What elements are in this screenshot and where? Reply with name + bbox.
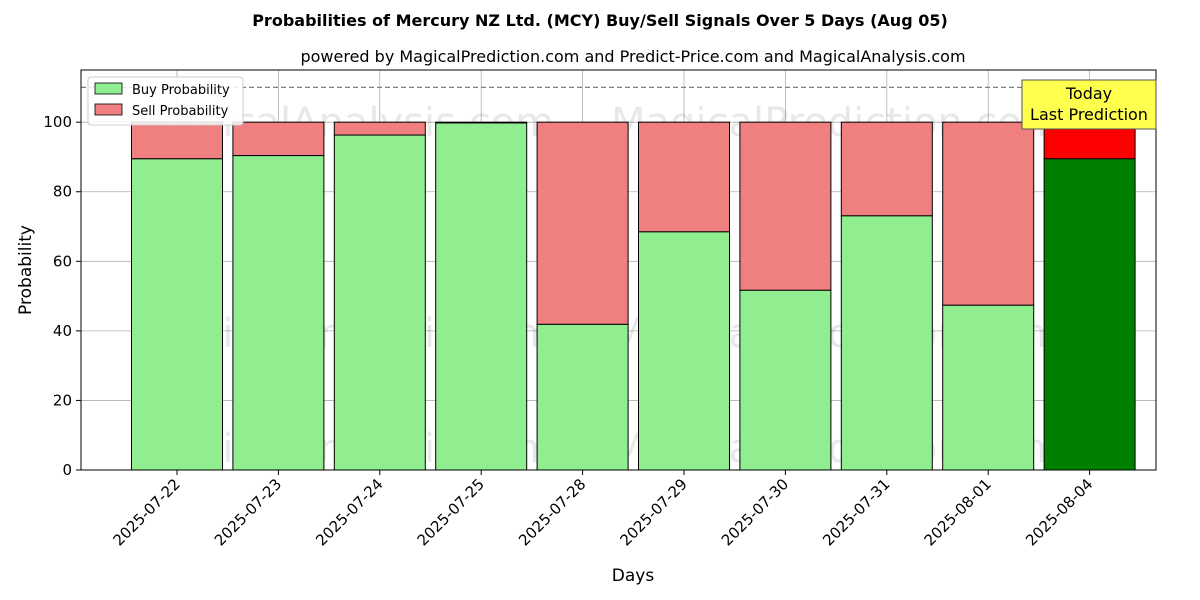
bar-buy	[739, 289, 832, 471]
bar-sell	[333, 121, 426, 136]
bar-buy	[638, 231, 730, 471]
bar-buy	[942, 304, 1035, 471]
bar-buy	[536, 323, 629, 471]
x-tick-label: 2025-07-25	[414, 475, 488, 549]
bars	[131, 121, 1136, 471]
y-tick-label: 20	[53, 391, 72, 409]
bar-sell	[739, 121, 832, 291]
bar-sell	[232, 121, 325, 157]
annotation-line2: Last Prediction	[1030, 105, 1148, 124]
bar-sell	[840, 121, 933, 217]
chart-title: Probabilities of Mercury NZ Ltd. (MCY) B…	[252, 11, 948, 30]
bar-buy	[435, 122, 528, 471]
y-axis-label: Probability	[16, 225, 36, 315]
legend: Buy Probability Sell Probability	[87, 76, 244, 126]
chart-subtitle: powered by MagicalPrediction.com and Pre…	[300, 47, 965, 66]
plot-frame	[80, 69, 1157, 471]
y-tick-label: 80	[53, 183, 72, 201]
bar-sell	[435, 121, 528, 124]
x-tick-label: 2025-08-01	[921, 475, 995, 549]
x-tick-label: 2025-07-30	[718, 475, 792, 549]
legend-swatch-sell	[94, 103, 123, 116]
x-tick-label: 2025-07-28	[515, 475, 589, 549]
bar-buy	[131, 158, 223, 471]
x-axis-label: Days	[612, 566, 655, 586]
bar-buy	[840, 215, 933, 471]
y-tick-label: 60	[53, 252, 72, 270]
x-tick-label: 2025-07-22	[109, 475, 183, 549]
legend-label-buy: Buy Probability	[132, 83, 230, 98]
y-axis: 0 20 40 60 80 100	[43, 113, 81, 479]
bar-buy	[232, 155, 325, 471]
legend-label-sell: Sell Probability	[132, 104, 229, 119]
x-tick-label: 2025-07-24	[312, 475, 386, 549]
annotation-line1: Today	[1065, 84, 1112, 103]
bar-buy	[1043, 158, 1136, 471]
x-tick-label: 2025-07-29	[616, 475, 690, 549]
y-tick-label: 40	[53, 322, 72, 340]
x-tick-label: 2025-07-23	[211, 475, 285, 549]
x-tick-label: 2025-07-31	[819, 475, 893, 549]
x-axis: 2025-07-22 2025-07-23 2025-07-24 2025-07-25…	[109, 470, 1096, 549]
y-tick-label: 100	[43, 113, 72, 131]
y-tick-label: 0	[62, 461, 72, 479]
today-annotation: Today Last Prediction	[1021, 79, 1157, 130]
bar-sell	[638, 121, 730, 233]
bar-sell	[131, 121, 223, 160]
legend-box	[87, 76, 244, 126]
legend-swatch-buy	[94, 82, 123, 95]
bar-sell	[942, 121, 1035, 306]
bar-sell	[536, 121, 629, 325]
x-tick-label: 2025-08-04	[1022, 475, 1096, 549]
annotation-box	[1021, 79, 1157, 130]
bar-buy	[333, 134, 426, 471]
